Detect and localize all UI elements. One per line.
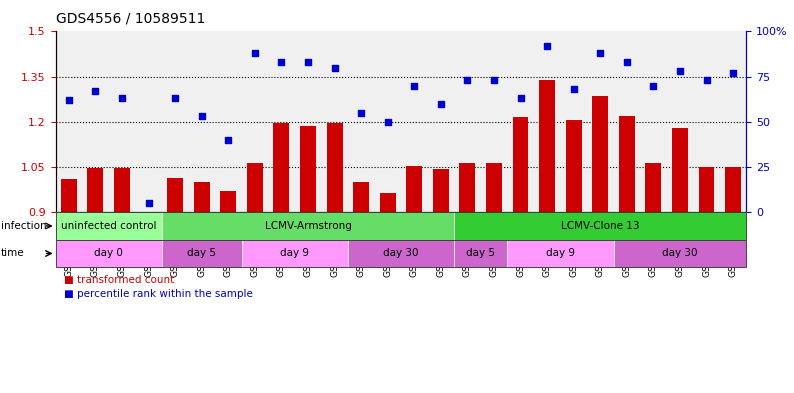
Point (381, 119, 394, 125)
Text: day 5: day 5 (187, 248, 216, 259)
Point (249, 50, 261, 56)
Point (169, 95, 182, 101)
Point (434, 101, 447, 107)
Point (620, 59, 633, 65)
Bar (194, 182, 210, 212)
Bar (87, 168, 103, 212)
Bar (565, 120, 582, 212)
Bar (460, 162, 476, 212)
Point (142, 200, 155, 206)
Text: day 30: day 30 (662, 248, 698, 259)
Bar (672, 128, 688, 212)
Bar (300, 126, 316, 212)
Bar (380, 193, 395, 212)
Point (515, 95, 527, 101)
Point (195, 113, 208, 119)
Point (488, 77, 500, 83)
Point (355, 110, 368, 116)
Text: day 9: day 9 (546, 248, 575, 259)
Text: ■ percentile rank within the sample: ■ percentile rank within the sample (64, 289, 252, 299)
Text: GDS4556 / 10589511: GDS4556 / 10589511 (56, 12, 205, 26)
Bar (114, 168, 130, 212)
Bar (273, 123, 289, 212)
Point (328, 64, 341, 71)
Text: LCMV-Clone 13: LCMV-Clone 13 (561, 221, 639, 231)
Text: LCMV-Armstrong: LCMV-Armstrong (264, 221, 352, 231)
Point (727, 70, 739, 76)
Text: time: time (1, 248, 25, 259)
Point (63, 97, 75, 103)
Text: day 9: day 9 (280, 248, 309, 259)
Point (302, 59, 314, 65)
Point (567, 86, 580, 92)
Bar (353, 182, 369, 212)
Text: infection: infection (1, 221, 46, 231)
Point (647, 83, 660, 89)
Bar (326, 123, 342, 212)
Bar (619, 116, 634, 212)
Point (673, 68, 686, 74)
Bar (592, 96, 608, 212)
Bar (486, 162, 502, 212)
Point (222, 137, 235, 143)
Bar (539, 80, 555, 212)
Text: day 0: day 0 (94, 248, 123, 259)
Bar (247, 162, 263, 212)
Bar (220, 191, 237, 212)
Point (541, 43, 553, 49)
Bar (513, 117, 529, 212)
Bar (141, 211, 156, 212)
Bar (699, 167, 715, 212)
Point (461, 77, 474, 83)
Bar (407, 165, 422, 212)
Text: ■ transformed count: ■ transformed count (64, 275, 174, 285)
Point (700, 77, 713, 83)
Point (89, 88, 102, 94)
Point (408, 83, 421, 89)
Point (116, 95, 129, 101)
Point (594, 50, 607, 56)
Bar (646, 162, 661, 212)
Point (275, 59, 287, 65)
Bar (61, 179, 77, 212)
Bar (725, 167, 741, 212)
Bar (168, 178, 183, 212)
Text: day 30: day 30 (384, 248, 418, 259)
Text: uninfected control: uninfected control (61, 221, 156, 231)
Bar (433, 169, 449, 212)
Text: day 5: day 5 (466, 248, 495, 259)
